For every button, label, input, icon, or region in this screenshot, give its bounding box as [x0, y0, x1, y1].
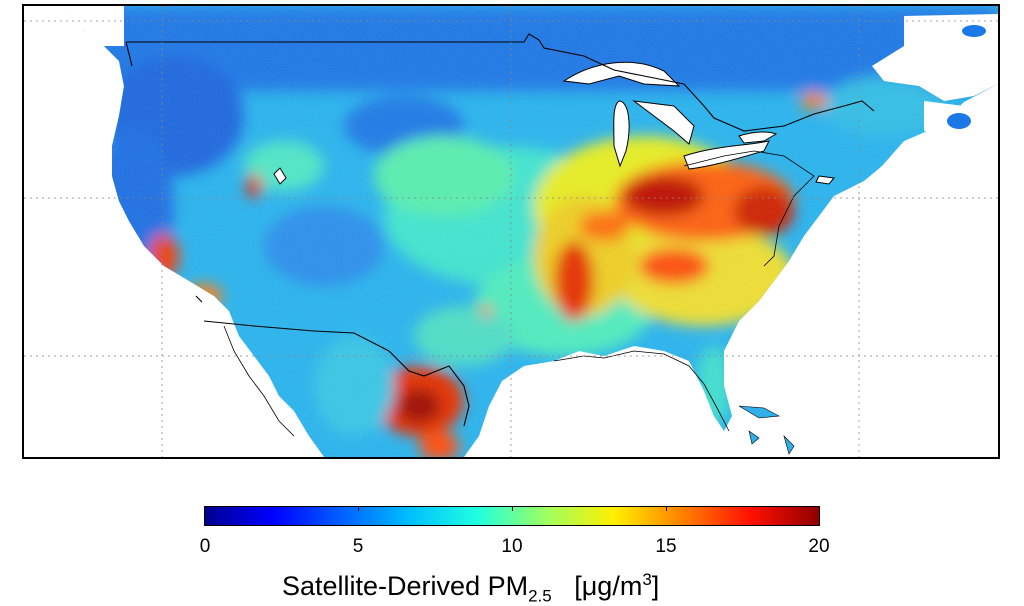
colorbar-tick-label-15: 15 [655, 536, 677, 557]
colorbar-tick-label-5: 5 [352, 536, 364, 557]
pm25-map [24, 6, 998, 457]
colorbar-title-main: Satellite-Derived PM [282, 571, 529, 601]
colorbar-title-sub: 2.5 [528, 586, 552, 606]
colorbar-title-unit-close: ] [651, 571, 660, 601]
colorbar-tick-label-10: 10 [501, 536, 523, 557]
colorbar-title-unit: [μg/m [574, 571, 643, 601]
map-frame [22, 4, 1000, 459]
colorbar-tick-label-0: 0 [199, 536, 211, 557]
colorbar-title: Satellite-Derived PM2.5 [μg/m3] [282, 570, 659, 606]
colorbar-tick-label-20: 20 [808, 536, 830, 557]
colorbar-tick [512, 506, 513, 511]
colorbar-tick [358, 506, 359, 511]
colorbar-tick [819, 506, 820, 511]
colorbar-title-unit-sup: 3 [642, 570, 652, 589]
colorbar-tick [204, 506, 205, 511]
colorbar-tick [666, 506, 667, 511]
